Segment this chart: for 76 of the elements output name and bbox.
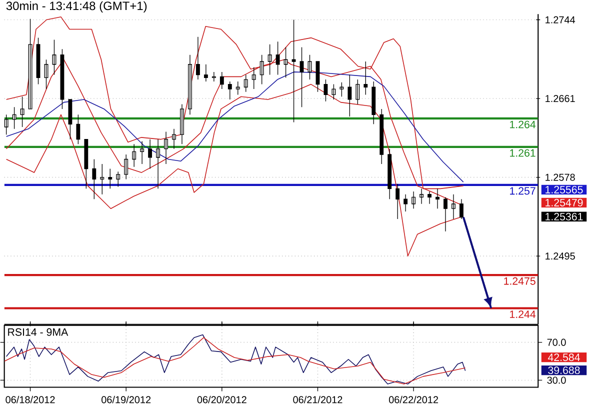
candlestick bbox=[212, 72, 216, 82]
candlestick bbox=[172, 128, 176, 150]
x-tick-label: 06/21/2012 bbox=[293, 396, 342, 404]
candlestick bbox=[204, 64, 208, 82]
candlestick bbox=[388, 148, 392, 200]
candlestick bbox=[100, 164, 104, 195]
candlestick bbox=[284, 47, 288, 78]
candlestick bbox=[148, 139, 152, 170]
candlestick bbox=[444, 197, 448, 232]
text: 1.25565 bbox=[546, 186, 583, 194]
candlestick bbox=[292, 20, 296, 123]
candlestick bbox=[108, 168, 112, 190]
y-tick-label: 30.0 bbox=[547, 376, 566, 384]
text: 39.688 bbox=[548, 366, 580, 374]
candlestick bbox=[396, 184, 400, 220]
candlestick bbox=[116, 171, 120, 188]
text: 1.25479 bbox=[546, 199, 583, 207]
candlestick bbox=[340, 82, 344, 98]
candlestick bbox=[92, 159, 96, 200]
candlestick bbox=[180, 104, 184, 145]
candlestick bbox=[460, 198, 464, 220]
candlestick bbox=[76, 114, 80, 145]
ref-line-label: 1.261 bbox=[510, 149, 536, 157]
y-tick-label: 1.2495 bbox=[546, 252, 575, 260]
chart-title: 30min - 13:41:48 (GMT+1) bbox=[6, 1, 147, 13]
candlestick bbox=[260, 54, 264, 85]
x-tick-label: 06/19/2012 bbox=[102, 396, 151, 404]
x-tick-label: 06/22/2012 bbox=[388, 396, 438, 404]
ref-line-label: 1.264 bbox=[510, 120, 536, 128]
chart-title: RSI14 - 9MA bbox=[8, 328, 68, 336]
candlestick bbox=[236, 81, 240, 96]
text: 42.584 bbox=[548, 354, 580, 362]
candlestick bbox=[188, 54, 192, 116]
candlestick bbox=[428, 191, 432, 204]
candlestick bbox=[164, 132, 168, 164]
candlestick bbox=[244, 74, 248, 92]
candlestick bbox=[4, 114, 8, 136]
candlestick bbox=[300, 47, 304, 108]
candlestick bbox=[436, 188, 440, 210]
y-tick-label: 1.2578 bbox=[546, 174, 575, 181]
ref-line-label: 1.257 bbox=[510, 187, 536, 195]
candlestick bbox=[196, 36, 200, 80]
candlestick bbox=[268, 44, 272, 76]
candlestick bbox=[68, 99, 72, 140]
candlestick bbox=[220, 72, 224, 90]
candlestick bbox=[356, 79, 360, 105]
candlestick bbox=[276, 41, 280, 76]
line-series bbox=[6, 72, 464, 183]
candlestick bbox=[52, 40, 56, 76]
candlestick bbox=[452, 194, 456, 220]
candlestick bbox=[140, 141, 144, 164]
ref-line-label: 1.2475 bbox=[504, 277, 536, 285]
candlestick bbox=[332, 84, 336, 100]
y-tick-label: 1.2661 bbox=[546, 95, 575, 102]
candlestick bbox=[132, 144, 136, 168]
y-tick-label: 1.2744 bbox=[546, 16, 576, 24]
candlestick bbox=[372, 81, 376, 125]
x-tick-label: 06/20/2012 bbox=[197, 396, 246, 404]
candlestick bbox=[380, 108, 384, 164]
candlestick bbox=[252, 67, 256, 90]
candlestick bbox=[84, 139, 88, 190]
ref-line-label: 1.244 bbox=[510, 310, 536, 318]
x-tick-label: 06/18/2012 bbox=[6, 396, 55, 404]
candlestick bbox=[364, 61, 368, 96]
text: 1.25361 bbox=[546, 213, 583, 221]
candlestick bbox=[12, 106, 16, 130]
candlestick bbox=[348, 74, 352, 118]
candlestick bbox=[20, 96, 24, 128]
candlestick bbox=[124, 154, 128, 180]
candlestick bbox=[404, 194, 408, 212]
candlestick bbox=[412, 191, 416, 210]
candlestick bbox=[156, 139, 160, 190]
candlestick bbox=[420, 188, 424, 204]
candlestick bbox=[228, 81, 232, 100]
candlestick bbox=[308, 54, 312, 80]
y-tick-label: 70.0 bbox=[547, 338, 566, 346]
